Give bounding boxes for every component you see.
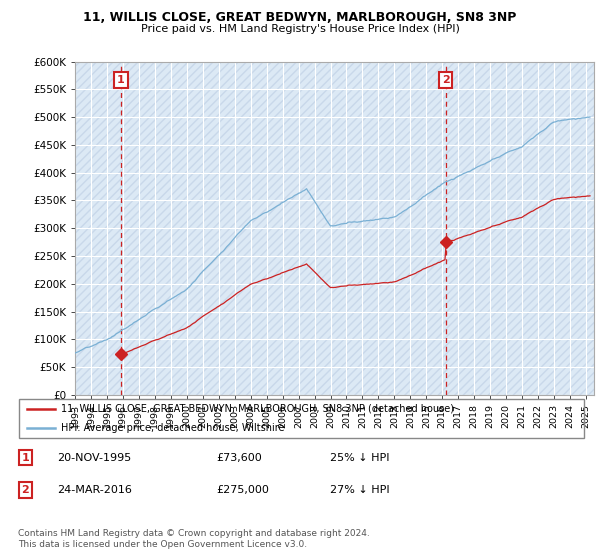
Text: £73,600: £73,600 bbox=[216, 452, 262, 463]
Text: 25% ↓ HPI: 25% ↓ HPI bbox=[330, 452, 389, 463]
Text: 1: 1 bbox=[117, 75, 125, 85]
Text: HPI: Average price, detached house, Wiltshire: HPI: Average price, detached house, Wilt… bbox=[61, 423, 284, 433]
Text: 24-MAR-2016: 24-MAR-2016 bbox=[57, 485, 132, 495]
Text: 11, WILLIS CLOSE, GREAT BEDWYN, MARLBOROUGH, SN8 3NP (detached house): 11, WILLIS CLOSE, GREAT BEDWYN, MARLBORO… bbox=[61, 404, 454, 414]
Text: 27% ↓ HPI: 27% ↓ HPI bbox=[330, 485, 389, 495]
Text: 1: 1 bbox=[22, 452, 29, 463]
Text: £275,000: £275,000 bbox=[216, 485, 269, 495]
Text: 2: 2 bbox=[442, 75, 449, 85]
Text: 20-NOV-1995: 20-NOV-1995 bbox=[57, 452, 131, 463]
Text: 2: 2 bbox=[22, 485, 29, 495]
Text: 11, WILLIS CLOSE, GREAT BEDWYN, MARLBOROUGH, SN8 3NP: 11, WILLIS CLOSE, GREAT BEDWYN, MARLBORO… bbox=[83, 11, 517, 24]
Text: Price paid vs. HM Land Registry's House Price Index (HPI): Price paid vs. HM Land Registry's House … bbox=[140, 24, 460, 34]
Text: Contains HM Land Registry data © Crown copyright and database right 2024.
This d: Contains HM Land Registry data © Crown c… bbox=[18, 529, 370, 549]
